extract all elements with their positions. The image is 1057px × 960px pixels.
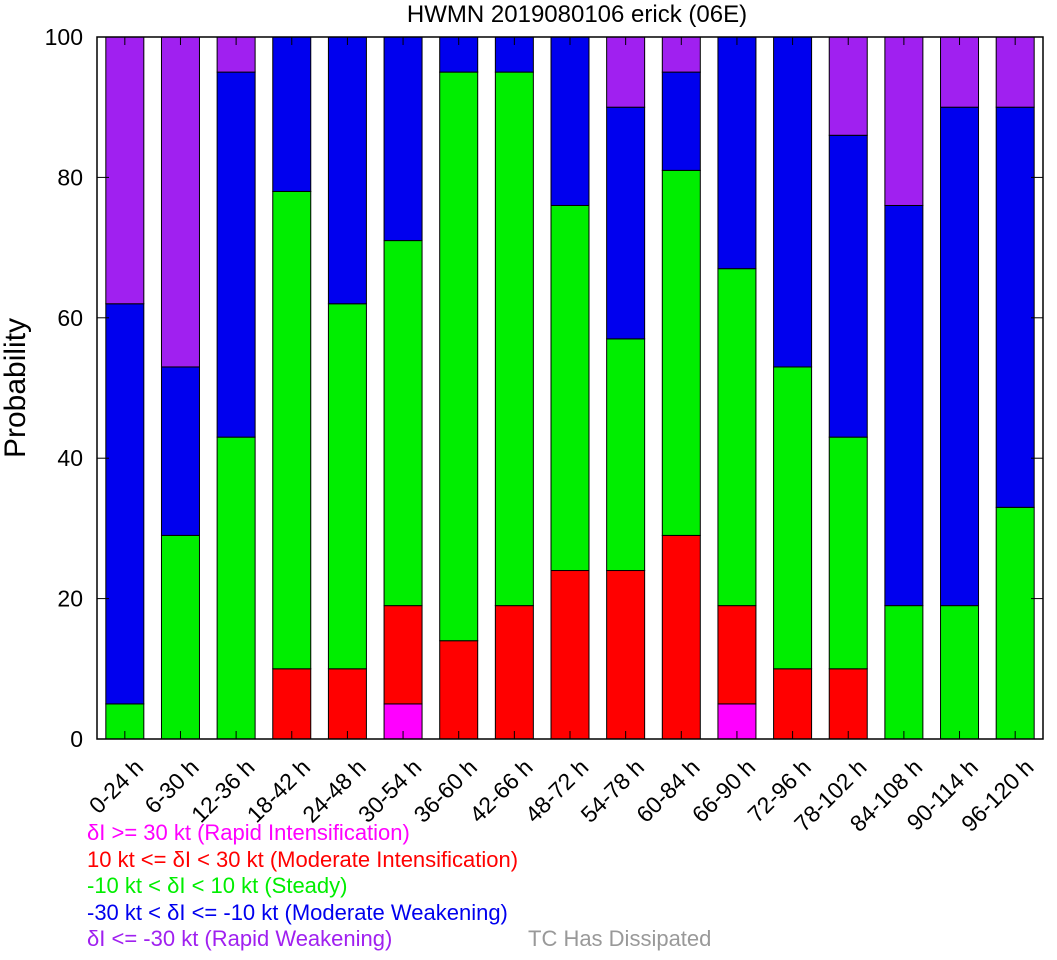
bar-segment-mi-5 [383, 605, 423, 705]
bar-segment-mw-14 [884, 204, 924, 607]
bars-layer [105, 36, 1035, 740]
bar-segment-mw-10 [661, 71, 701, 171]
bar-segment-mi-10 [661, 534, 701, 740]
bar-segment-steady-15 [940, 605, 980, 740]
bar-segment-steady-10 [661, 169, 701, 536]
bar-segment-mw-3 [272, 36, 312, 192]
bar-segment-steady-7 [494, 71, 534, 607]
bar-segment-rw-15 [940, 36, 980, 108]
bar-segment-rw-16 [995, 36, 1035, 108]
bar-segment-steady-14 [884, 605, 924, 740]
x-tick-label: 0-24 h [84, 754, 149, 819]
bar-segment-mi-13 [828, 668, 868, 740]
bar-segment-mw-12 [773, 36, 813, 368]
bar-segment-mw-8 [550, 36, 590, 206]
y-tick-label: 20 [57, 586, 83, 612]
y-tick-label: 80 [57, 164, 83, 190]
legend: δI >= 30 kt (Rapid Intensification) 10 k… [87, 820, 518, 953]
bar-segment-steady-6 [439, 71, 479, 642]
bar-segment-rw-0 [105, 36, 145, 305]
legend-item-rapid-intensification: δI >= 30 kt (Rapid Intensification) [87, 820, 410, 845]
y-tick-label: 100 [45, 24, 83, 50]
bar-segment-mi-12 [773, 668, 813, 740]
bar-segment-mi-3 [272, 668, 312, 740]
bar-segment-mi-6 [439, 640, 479, 740]
bar-segment-mw-13 [828, 134, 868, 438]
legend-item-rapid-weakening: δI <= -30 kt (Rapid Weakening) [87, 926, 393, 951]
bar-segment-mw-4 [327, 36, 367, 305]
bar-segment-steady-12 [773, 366, 813, 670]
legend-item-dissipated: TC Has Dissipated [528, 926, 712, 951]
bar-segment-steady-1 [160, 534, 200, 740]
y-axis-label: Probability [0, 318, 32, 458]
y-tick-label: 40 [57, 445, 83, 471]
bar-segment-mi-9 [606, 570, 646, 740]
bar-segment-rw-9 [606, 36, 646, 108]
bar-segment-mi-7 [494, 605, 534, 740]
bar-segment-rw-14 [884, 36, 924, 206]
bar-segment-rw-1 [160, 36, 200, 368]
bar-segment-mw-0 [105, 303, 145, 705]
bar-segment-mw-7 [494, 36, 534, 73]
bar-segment-mw-9 [606, 106, 646, 340]
bar-segment-steady-16 [995, 506, 1035, 740]
bar-segment-mi-11 [717, 605, 757, 705]
bar-segment-steady-9 [606, 338, 646, 572]
y-tick-label: 60 [57, 305, 83, 331]
plot-frame [96, 36, 1044, 740]
bar-segment-steady-2 [216, 436, 256, 740]
y-tick-label: 0 [70, 726, 83, 752]
legend-item-moderate-weakening: -30 kt < δI <= -10 kt (Moderate Weakenin… [87, 899, 508, 925]
bar-segment-steady-3 [272, 190, 312, 670]
bar-segment-mi-8 [550, 570, 590, 740]
bar-segment-mw-2 [216, 71, 256, 438]
bar-segment-mi-4 [327, 668, 367, 740]
bar-segment-steady-5 [383, 240, 423, 607]
bar-segment-rw-13 [828, 36, 868, 136]
bar-segment-steady-11 [717, 268, 757, 607]
chart-title: HWMN 2019080106 erick (06E) [407, 1, 747, 28]
bar-segment-steady-8 [550, 204, 590, 572]
bar-segment-mw-16 [995, 106, 1035, 508]
bar-segment-mw-15 [940, 106, 980, 607]
bar-segment-steady-4 [327, 303, 367, 670]
bar-segment-mw-11 [717, 36, 757, 270]
legend-item-steady: -10 kt < δI < 10 kt (Steady) [87, 873, 348, 898]
bar-segment-mw-5 [383, 36, 423, 242]
legend-item-moderate-intensification: 10 kt <= δI < 30 kt (Moderate Intensific… [87, 846, 519, 872]
bar-segment-steady-13 [828, 436, 868, 670]
bar-segment-mw-1 [160, 366, 200, 536]
bar-segment-mw-6 [439, 36, 479, 73]
